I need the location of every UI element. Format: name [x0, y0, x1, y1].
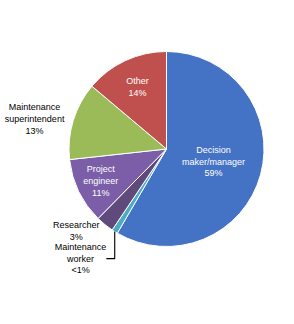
svg-text:Decisionmaker/manager59%: Decisionmaker/manager59%	[182, 145, 245, 178]
svg-text:Researcher3%: Researcher3%	[53, 220, 100, 242]
svg-text:Maintenanceworker<1%: Maintenanceworker<1%	[55, 242, 107, 275]
svg-text:Maintenancesuperintendent13%: Maintenancesuperintendent13%	[5, 102, 65, 135]
svg-text:Projectengineer11%: Projectengineer11%	[83, 164, 118, 197]
svg-text:Other14%: Other14%	[126, 76, 149, 98]
